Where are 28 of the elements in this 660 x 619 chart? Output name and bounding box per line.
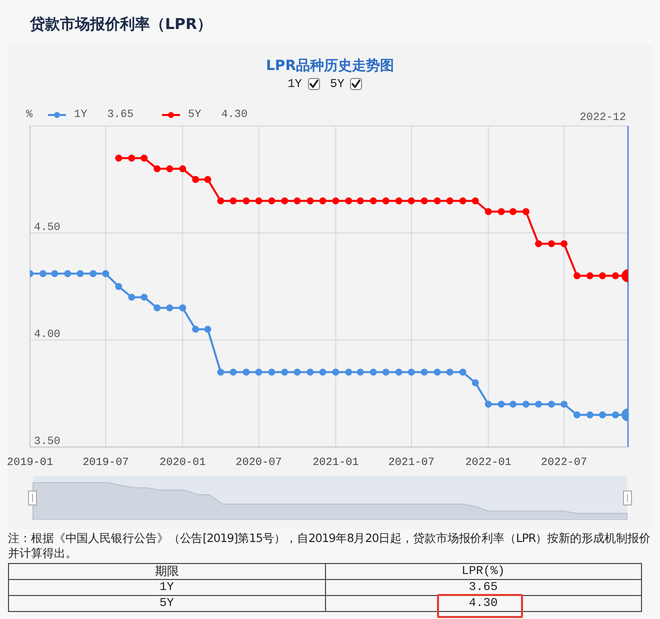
legend-label: 5Y <box>188 108 202 122</box>
text: 5Y <box>160 596 174 610</box>
x-tick-label: 2021-01 <box>312 456 360 469</box>
text: 4.30 <box>221 108 248 122</box>
text: LPR(%) <box>325 564 642 580</box>
text: 1Y <box>288 77 302 91</box>
y-tick-label: 4.50 <box>34 222 60 234</box>
text: 期限 <box>8 564 325 580</box>
chart-subtitle: LPR品种历史走势图 <box>265 57 395 75</box>
x-tick-label: 2022-07 <box>540 456 588 469</box>
x-tick-label: 2020-07 <box>236 456 282 469</box>
text: 1Y <box>160 580 174 594</box>
x-tick-label: 2020-01 <box>160 456 206 469</box>
text: 4.30 <box>468 596 498 610</box>
chart-title: 贷款市场报价利率（LPR） <box>30 15 212 34</box>
y-tick-label: 3.50 <box>34 436 60 448</box>
text: 5Y <box>330 77 344 91</box>
x-tick-label: 2022-01 <box>465 456 512 469</box>
x-tick-label: 2019-01 <box>6 456 54 469</box>
y-axis-title: % <box>26 108 33 122</box>
x-tick-label: 2021-07 <box>388 456 434 469</box>
y-tick-label: 4.00 <box>34 328 60 341</box>
text: 注：根据《中国人民银行公告》（公告[2019]第15号），自2019年8月20日起，贷款市场报价利率（LPR）按新的形成机制报价并计算得出。 <box>8 531 652 561</box>
text: 3.65 <box>107 108 134 122</box>
x-tick-label: 2019-07 <box>82 456 129 469</box>
legend-label: 1Y <box>74 108 88 122</box>
text: 3.65 <box>468 580 498 594</box>
ref-line-label: 2022-12 <box>580 112 626 124</box>
